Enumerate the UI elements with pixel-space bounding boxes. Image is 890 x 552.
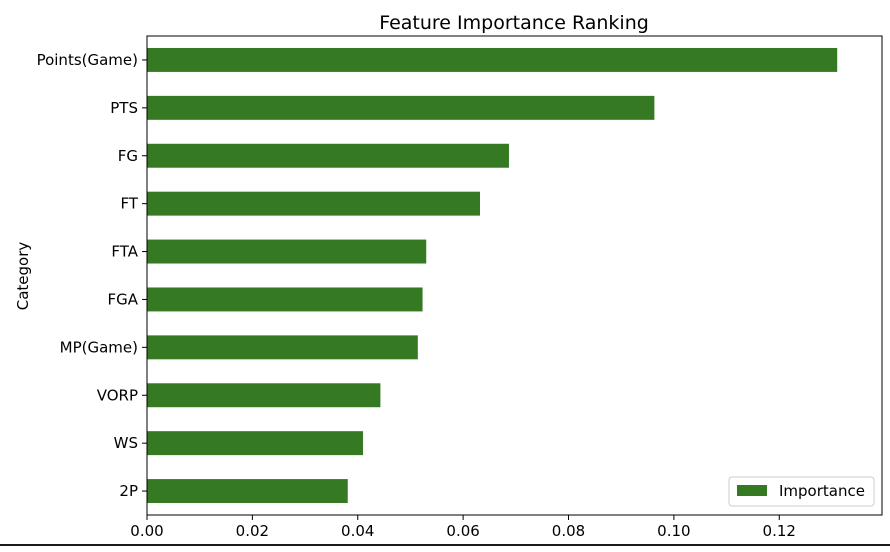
legend-label: Importance [779, 482, 865, 500]
y-tick-label: WS [114, 434, 138, 452]
plot-frame [146, 35, 883, 516]
x-tick-label: 0.02 [236, 522, 269, 540]
legend-box [728, 476, 875, 507]
bar [147, 479, 348, 504]
y-tick-label: Points(Game) [37, 51, 138, 69]
bar [147, 431, 364, 456]
y-tick-label: FG [118, 147, 138, 165]
x-tick-label: 0.04 [341, 522, 374, 540]
legend: Importance [728, 476, 875, 507]
bottom-edge-line [0, 544, 890, 546]
x-tick-label: 0.12 [763, 522, 796, 540]
x-tick-label: 0.06 [446, 522, 479, 540]
legend-swatch [737, 485, 767, 496]
chart-title: Feature Importance Ranking [379, 12, 649, 34]
x-tick-label: 0.00 [130, 522, 163, 540]
y-tick-label: 2P [119, 482, 138, 500]
x-tick-label: 0.10 [657, 522, 690, 540]
bar [147, 47, 838, 72]
bar [147, 383, 381, 408]
y-tick-label: MP(Game) [60, 338, 138, 356]
bar [147, 287, 423, 312]
y-tick-label: FTA [111, 243, 138, 261]
bar [147, 95, 655, 120]
bar [147, 239, 427, 264]
bar [147, 143, 509, 168]
y-tick-label: VORP [97, 386, 138, 404]
y-tick-label: PTS [110, 99, 138, 117]
x-ticks-layer: 0.00 0.02 0.04 0.06 0.08 0.10 0.12 [130, 515, 796, 540]
y-axis-label: Category [14, 242, 32, 311]
bar [147, 335, 418, 360]
y-ticks-layer: Points(Game) PTS FG FT FTA FGA MP(Game) VORP WS 2… [37, 51, 147, 500]
bar [147, 191, 480, 216]
y-tick-label: FGA [107, 290, 138, 308]
y-tick-label: FT [120, 195, 138, 213]
bars-layer [147, 47, 838, 504]
x-tick-label: 0.08 [552, 522, 585, 540]
